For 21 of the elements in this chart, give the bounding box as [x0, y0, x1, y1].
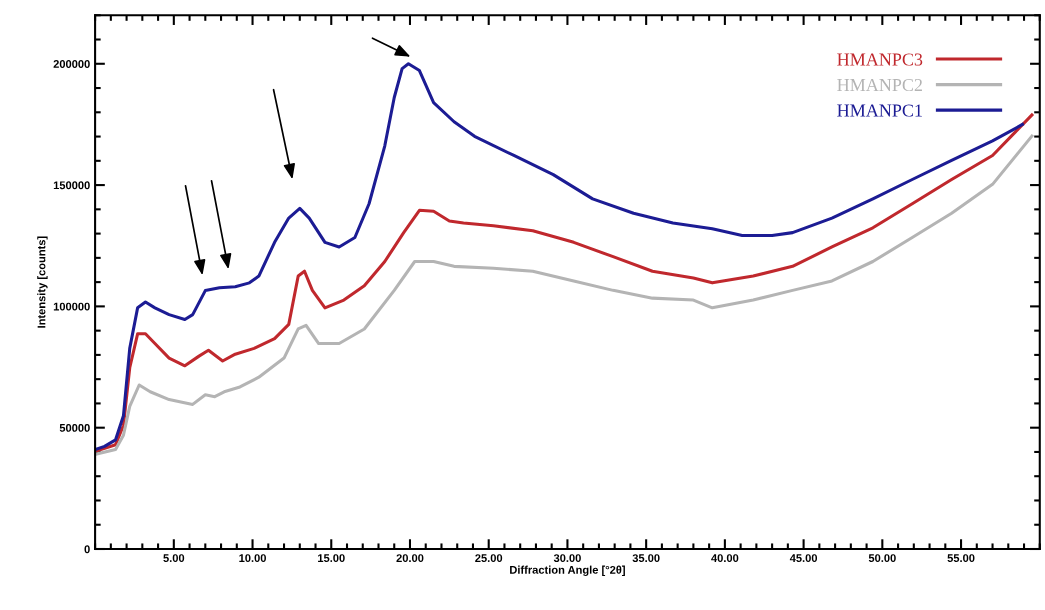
y-tick-label: 0: [84, 545, 90, 554]
y-tick-label: 50000: [59, 423, 90, 432]
y-tick-label: 150000: [53, 181, 90, 190]
legend-label: HMANPC1: [837, 104, 922, 117]
x-axis-title: Diffraction Angle [°2θ]: [510, 565, 625, 577]
y-tick-label: 100000: [53, 302, 90, 311]
x-tick-label: 10.00: [239, 554, 266, 563]
x-tick-label: 25.00: [475, 554, 503, 563]
x-tick-label: 35.00: [632, 554, 660, 563]
x-tick-label: 5.00: [163, 554, 185, 563]
x-tick-label: 30.00: [553, 554, 581, 563]
x-tick-label: 20.00: [396, 554, 424, 563]
legend-label: HMANPC2: [837, 78, 922, 92]
x-tick-label: 50.00: [868, 554, 896, 563]
x-tick-label: 40.00: [711, 554, 739, 563]
x-tick-label: 45.00: [789, 554, 818, 563]
y-tick-label: 200000: [53, 60, 90, 68]
x-tick-label: 15.00: [318, 554, 345, 563]
x-tick-label: 55.00: [947, 554, 975, 563]
legend-label: HMANPC3: [837, 53, 923, 66]
y-axis-title: Intensity [counts]: [37, 236, 48, 328]
